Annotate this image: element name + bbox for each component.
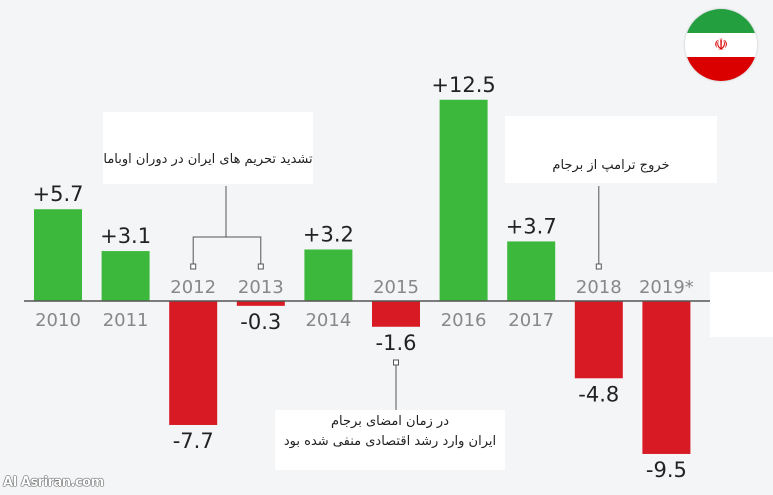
connector-marker xyxy=(190,263,197,270)
annotation-jcpoa-signing: در زمان امضای برجام ایران وارد رشد اقتصا… xyxy=(275,410,505,470)
value-label: +12.5 xyxy=(431,73,495,97)
value-label: -4.8 xyxy=(578,382,619,406)
year-label: 2017 xyxy=(508,310,554,331)
connector-marker xyxy=(595,263,602,270)
iran-flag-icon: ☫ xyxy=(685,9,757,81)
watermark-logo: AI Asriran.com xyxy=(3,475,104,490)
annotation-obama-sanctions: تشدید تحریم های ایران در دوران اوباما xyxy=(103,112,313,184)
bar-2012 xyxy=(169,301,218,425)
value-label: +3.1 xyxy=(100,224,151,248)
annotation-text: تشدید تحریم های ایران در دوران اوباما xyxy=(103,152,313,167)
year-label: 2018 xyxy=(576,277,622,298)
connector-marker xyxy=(257,263,264,270)
bar-2018 xyxy=(574,301,623,379)
value-label: -7.7 xyxy=(173,429,214,453)
value-label: -0.3 xyxy=(240,310,281,334)
year-label: 2014 xyxy=(305,310,351,331)
bar-2010 xyxy=(34,209,82,301)
annotation-trump-exit: خروج ترامپ از برجام xyxy=(505,116,717,183)
bar-2017 xyxy=(507,241,556,301)
value-label: -9.5 xyxy=(646,458,687,482)
year-label: 2012 xyxy=(170,277,216,298)
bar-2014 xyxy=(304,249,353,301)
value-label: -1.6 xyxy=(376,331,417,355)
annotation-text: خروج ترامپ از برجام xyxy=(552,158,670,173)
annotation-line-1: در زمان امضای برجام xyxy=(330,414,450,429)
year-label: 2016 xyxy=(441,310,487,331)
blank-box xyxy=(710,272,773,337)
bar-2019* xyxy=(642,301,691,454)
connector-bracket xyxy=(192,236,262,266)
value-label: +5.7 xyxy=(33,182,84,206)
bar-2016 xyxy=(439,99,488,301)
bar-2011 xyxy=(101,251,150,301)
bar-2015 xyxy=(372,301,420,327)
bar-2013 xyxy=(236,301,285,306)
year-label: 2015 xyxy=(373,277,419,298)
value-label: +3.7 xyxy=(506,214,557,238)
connector-marker xyxy=(393,359,399,366)
annotation-line-2: ایران وارد رشد اقتصادی منفی شده بود xyxy=(283,434,497,449)
year-label: 2010 xyxy=(35,310,81,331)
value-label: +3.2 xyxy=(303,222,354,246)
year-label: 2019* xyxy=(639,277,694,298)
year-label: 2013 xyxy=(238,277,284,298)
year-label: 2011 xyxy=(103,310,149,331)
